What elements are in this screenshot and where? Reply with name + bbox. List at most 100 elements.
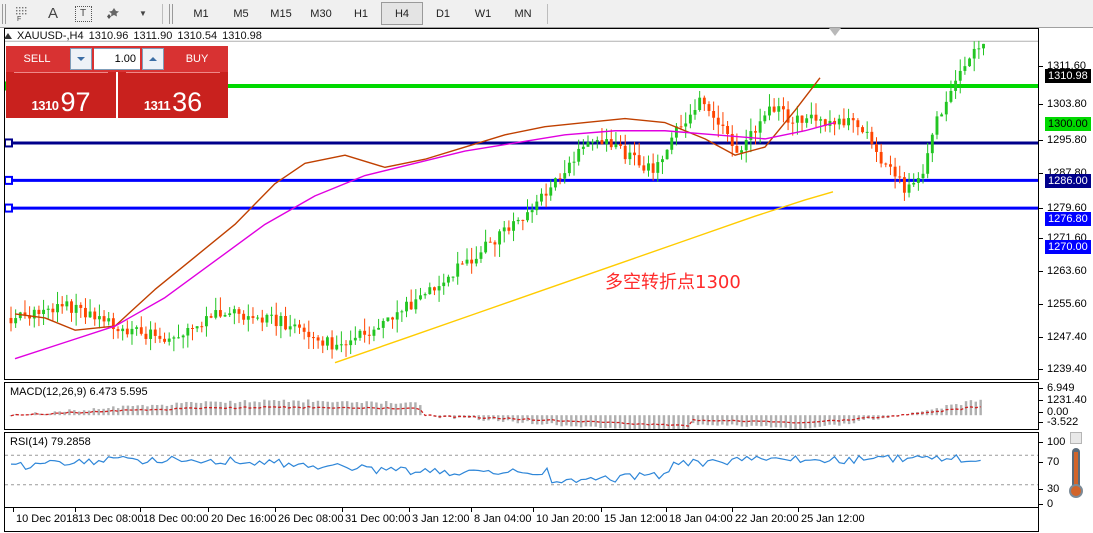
time-tick xyxy=(208,508,209,512)
time-label: 22 Jan 20:00 xyxy=(735,513,799,525)
text-label-icon[interactable]: A xyxy=(47,5,58,22)
quote-row: 1310 97 1311 36 xyxy=(6,72,228,118)
ask-price-decimal: 36 xyxy=(172,87,203,117)
time-label: 20 Dec 16:00 xyxy=(211,513,277,525)
timeframe-m30[interactable]: M30 xyxy=(310,7,332,20)
timeframe-grip[interactable] xyxy=(169,3,175,24)
volume-increment-button[interactable] xyxy=(142,48,164,70)
macd-label: -3.522 xyxy=(1047,416,1079,428)
time-label: 18 Dec 00:00 xyxy=(143,513,209,525)
toolbar-divider-2 xyxy=(547,3,548,24)
price-tick xyxy=(1039,271,1043,272)
rsi-scale: 100 70 30 0 xyxy=(1039,432,1093,510)
time-tick xyxy=(342,508,343,512)
collapse-triangle-icon[interactable] xyxy=(4,33,12,39)
price-tick xyxy=(1039,238,1043,239)
rsi-tick xyxy=(1039,442,1043,443)
bid-price-integer: 1310 xyxy=(31,98,59,113)
macd-chart-canvas[interactable] xyxy=(5,383,1038,429)
time-label: 13 Dec 08:00 xyxy=(78,513,144,525)
text-box-icon[interactable]: T xyxy=(68,1,98,26)
time-label: 10 Jan 20:00 xyxy=(536,513,600,525)
macd-tick xyxy=(1039,412,1043,413)
rsi-indicator-label: RSI(14) 79.2858 xyxy=(10,436,91,448)
time-label: 10 Dec 2018 xyxy=(16,513,79,525)
volume-input[interactable]: 1.00 xyxy=(94,48,140,70)
price-tick xyxy=(1039,369,1043,370)
timeframe-m1[interactable]: M1 xyxy=(193,7,209,20)
price-label: 1295.80 xyxy=(1047,134,1087,146)
dropdown-arrow-icon[interactable]: ▼ xyxy=(139,9,147,18)
chart-symbol: XAUUSD-,H4 xyxy=(17,30,84,42)
time-tick xyxy=(666,508,667,512)
sell-button[interactable]: SELL xyxy=(6,46,68,72)
price-tick xyxy=(1039,208,1043,209)
volume-decrement-button[interactable] xyxy=(70,48,92,70)
time-label: 18 Jan 04:00 xyxy=(669,513,733,525)
price-label: 1255.60 xyxy=(1047,298,1087,310)
macd-tick xyxy=(1039,422,1043,423)
time-tick xyxy=(75,508,76,512)
timeframe-mn[interactable]: MN xyxy=(514,7,532,20)
chart-close: 1310.98 xyxy=(222,30,262,42)
scroll-right-button[interactable] xyxy=(1070,432,1082,444)
price-scale[interactable]: 1311.60 1310.98 1303.80 1300.00 1295.80 1287.… xyxy=(1039,28,1093,406)
rsi-tick xyxy=(1039,504,1043,505)
timeframe-m5[interactable]: M5 xyxy=(233,7,249,20)
chart-header: XAUUSD-,H4 1310.96 1311.90 1310.54 1310.… xyxy=(4,30,262,42)
macd-scale: 6.949 0.00 -3.522 xyxy=(1039,382,1093,430)
rsi-label: 70 xyxy=(1047,456,1060,468)
price-level-badge: 1300.00 xyxy=(1045,117,1091,131)
chart-open: 1310.96 xyxy=(88,30,129,42)
volume-stepper: 1.00 xyxy=(68,46,166,72)
price-level-badge: 1276.80 xyxy=(1045,212,1091,226)
chart-low: 1310.54 xyxy=(177,30,218,42)
rsi-tick xyxy=(1039,489,1043,490)
price-tick xyxy=(1039,66,1043,67)
chart-high: 1311.90 xyxy=(133,30,173,42)
main-toolbar: F A T ▼ M1 M5 M15 M30 H1 H4 D1 W1 MN xyxy=(0,0,1093,28)
one-click-trading-panel: SELL 1.00 BUY 1310 97 1311 36 xyxy=(6,46,228,118)
rsi-label: 30 xyxy=(1047,483,1060,495)
price-tick xyxy=(1039,337,1043,338)
price-level-badge: 1270.00 xyxy=(1045,240,1091,254)
price-label: 1263.60 xyxy=(1047,265,1087,277)
time-tick xyxy=(601,508,602,512)
rsi-label: 100 xyxy=(1047,436,1066,448)
time-tick xyxy=(13,508,14,512)
bid-quote[interactable]: 1310 97 xyxy=(6,72,118,118)
crosshair-icon[interactable]: F xyxy=(8,1,38,26)
macd-label: 6.949 xyxy=(1047,382,1075,394)
time-tick xyxy=(732,508,733,512)
bid-price-decimal: 97 xyxy=(60,87,91,117)
price-label: 1247.40 xyxy=(1047,331,1087,343)
timeframe-m15[interactable]: M15 xyxy=(270,7,292,20)
time-label: 3 Jan 12:00 xyxy=(412,513,470,525)
price-label: 1231.40 xyxy=(1047,394,1087,406)
price-label: 1239.40 xyxy=(1047,363,1087,375)
time-label: 26 Dec 08:00 xyxy=(278,513,344,525)
price-tick xyxy=(1039,304,1043,305)
time-tick xyxy=(471,508,472,512)
timeframe-h4[interactable]: H4 xyxy=(381,2,423,25)
time-axis[interactable]: 10 Dec 2018 13 Dec 08:00 18 Dec 00:00 20 De… xyxy=(4,508,1039,532)
rsi-label: 0 xyxy=(1047,498,1054,510)
buy-button[interactable]: BUY xyxy=(166,46,228,72)
macd-label: 0.00 xyxy=(1047,406,1069,418)
ask-quote[interactable]: 1311 36 xyxy=(118,72,228,118)
time-tick xyxy=(533,508,534,512)
rsi-panel[interactable] xyxy=(4,432,1039,508)
toolbar-divider xyxy=(162,3,163,24)
objects-icon[interactable] xyxy=(98,1,128,26)
timeframe-d1[interactable]: D1 xyxy=(435,7,451,20)
time-label: 15 Jan 12:00 xyxy=(604,513,668,525)
rsi-chart-canvas[interactable] xyxy=(5,433,1038,507)
timeframe-h1[interactable]: H1 xyxy=(353,7,369,20)
time-tick xyxy=(140,508,141,512)
price-level-badge: 1310.98 xyxy=(1045,69,1091,83)
timeframe-w1[interactable]: W1 xyxy=(474,7,492,20)
price-tick xyxy=(1039,400,1043,401)
svg-text:F: F xyxy=(17,16,21,22)
time-tick xyxy=(275,508,276,512)
toolbar-grip[interactable] xyxy=(2,3,8,24)
